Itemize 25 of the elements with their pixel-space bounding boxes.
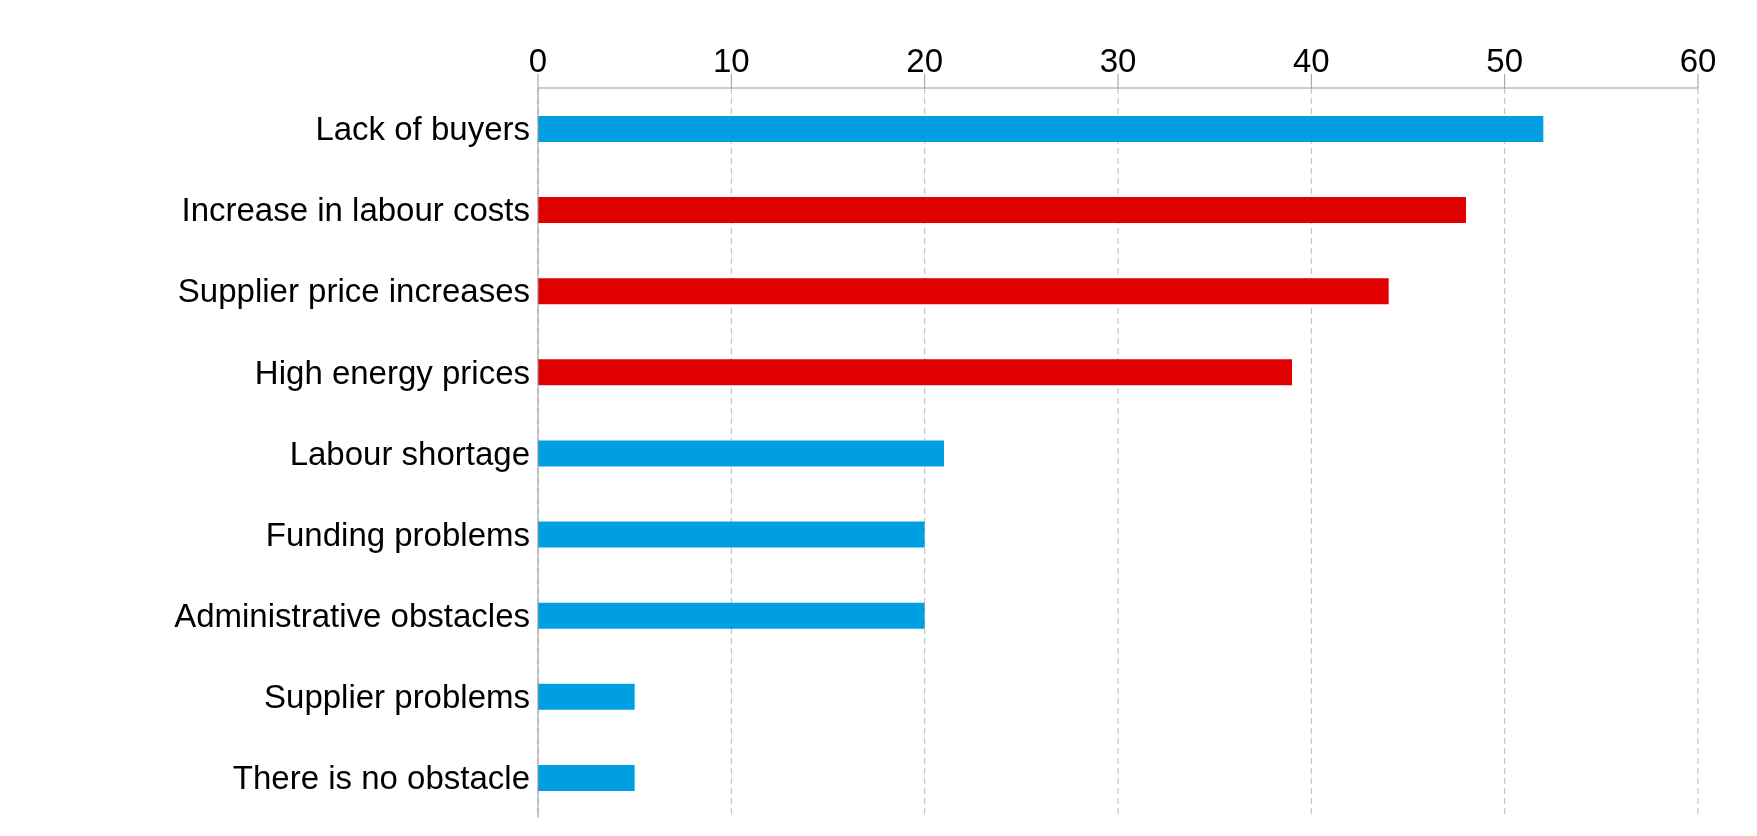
y-tick-label: Supplier problems xyxy=(264,678,530,716)
y-tick-label: Lack of buyers xyxy=(315,110,530,148)
x-tick-label: 30 xyxy=(1099,42,1137,79)
bar xyxy=(538,440,944,467)
bar xyxy=(538,359,1292,386)
bar xyxy=(538,278,1389,305)
y-tick-label: High energy prices xyxy=(254,353,530,391)
bar xyxy=(538,764,635,791)
x-tick-label: 10 xyxy=(712,42,750,79)
x-tick-label: 50 xyxy=(1486,42,1524,79)
x-tick-label: 0 xyxy=(528,42,548,79)
y-tick-label: Labour shortage xyxy=(289,434,530,472)
y-tick-label: Increase in labour costs xyxy=(181,191,530,229)
y-tick-label: Administrative obstacles xyxy=(174,596,530,634)
y-tick-label: Funding problems xyxy=(265,515,530,553)
y-tick-label: Supplier price increases xyxy=(177,272,530,310)
bar xyxy=(538,116,1544,142)
x-tick-label: 40 xyxy=(1292,42,1330,79)
bar xyxy=(538,521,925,548)
y-tick-label: There is no obstacle xyxy=(232,759,530,797)
x-tick-label: 20 xyxy=(906,42,944,79)
bar xyxy=(538,602,925,629)
bar xyxy=(538,683,635,710)
x-tick-label: 60 xyxy=(1679,42,1717,79)
bar xyxy=(538,197,1466,224)
